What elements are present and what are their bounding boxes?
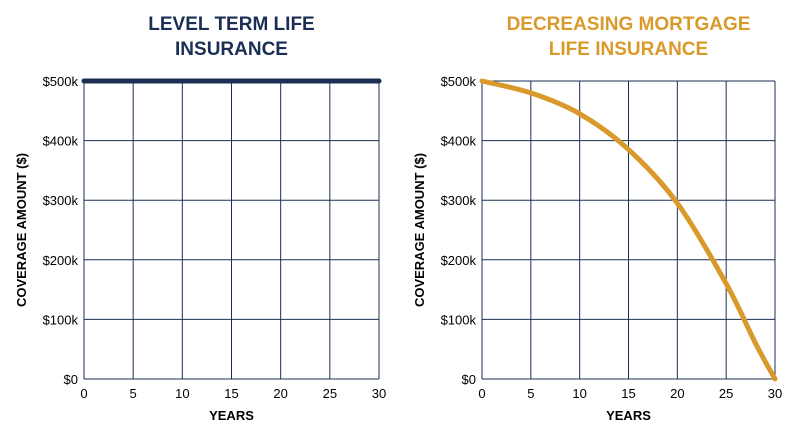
y-tick-label: $500k	[441, 74, 477, 89]
chart-title-line: LIFE INSURANCE	[549, 39, 708, 60]
y-tick-label: $500k	[43, 74, 79, 89]
x-tick-label: 20	[670, 386, 684, 401]
x-tick-label: 30	[768, 386, 782, 401]
chart-title-line: INSURANCE	[175, 39, 288, 60]
x-tick-label: 5	[527, 386, 534, 401]
y-tick-label: $0	[462, 372, 476, 387]
decreasing-mortgage-chart: DECREASING MORTGAGE LIFE INSURANCE 0 5 10 15 2…	[412, 14, 782, 423]
x-tick-label: 10	[572, 386, 586, 401]
y-tick-label: $100k	[441, 312, 477, 327]
x-tick-label: 25	[323, 386, 337, 401]
y-tick-label: $400k	[43, 134, 79, 149]
x-tick-label: 5	[130, 386, 137, 401]
x-tick-label: 0	[478, 386, 485, 401]
x-tick-label: 20	[273, 386, 287, 401]
y-tick-label: $300k	[441, 193, 477, 208]
level-term-chart: LEVEL TERM LIFE INSURANCE 0 5 10 15 20 25 30 $0 $1…	[14, 14, 386, 423]
chart-title-line: DECREASING MORTGAGE	[507, 14, 751, 35]
x-tick-label: 0	[80, 386, 87, 401]
x-axis-title: YEARS	[606, 408, 651, 423]
y-axis-title: COVERAGE AMOUNT ($)	[14, 153, 29, 307]
y-tick-label: $400k	[441, 134, 477, 149]
x-tick-label: 10	[175, 386, 189, 401]
x-tick-label: 15	[621, 386, 635, 401]
y-tick-label: $300k	[43, 193, 79, 208]
x-tick-label: 30	[372, 386, 386, 401]
series-line	[479, 78, 778, 382]
y-tick-label: $200k	[441, 253, 477, 268]
x-tick-label: 15	[224, 386, 238, 401]
x-axis-title: YEARS	[209, 408, 254, 423]
y-tick-label: $200k	[43, 253, 79, 268]
y-tick-label: $100k	[43, 312, 79, 327]
chart-title-line: LEVEL TERM LIFE	[148, 14, 314, 35]
y-tick-label: $0	[64, 372, 78, 387]
x-tick-label: 25	[719, 386, 733, 401]
y-axis-title: COVERAGE AMOUNT ($)	[412, 153, 427, 307]
